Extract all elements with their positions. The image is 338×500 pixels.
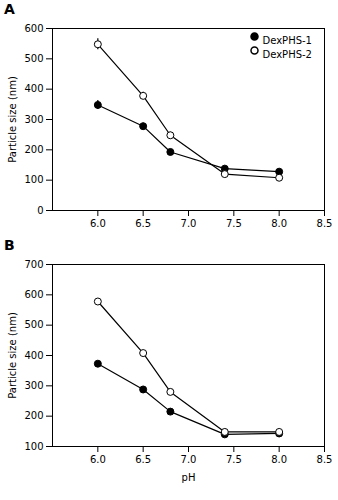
svg-text:600: 600 (24, 23, 43, 34)
svg-text:300: 300 (24, 114, 43, 125)
svg-text:700: 700 (24, 259, 43, 270)
html-text:B: B (4, 237, 15, 253)
svg-text:200: 200 (24, 144, 43, 155)
svg-text:0: 0 (37, 205, 43, 216)
svg-text:7.5: 7.5 (226, 454, 242, 465)
svg-text:400: 400 (24, 350, 43, 361)
svg-text:Particle size (nm): Particle size (nm) (7, 312, 18, 399)
svg-text:100: 100 (24, 441, 43, 452)
svg-text:6.0: 6.0 (90, 454, 106, 465)
svg-text:6.5: 6.5 (135, 454, 151, 465)
svg-text:8.0: 8.0 (271, 218, 287, 229)
svg-text:pH: pH (182, 472, 196, 483)
svg-text:Particle size (nm): Particle size (nm) (7, 76, 18, 163)
svg-text:7.0: 7.0 (181, 454, 197, 465)
svg-text:8.5: 8.5 (317, 218, 333, 229)
svg-text:7.0: 7.0 (181, 218, 197, 229)
svg-text:500: 500 (24, 319, 43, 330)
svg-text:600: 600 (24, 289, 43, 300)
svg-text:8.5: 8.5 (317, 454, 333, 465)
svg-text:6.5: 6.5 (135, 218, 151, 229)
svg-text:400: 400 (24, 83, 43, 94)
svg-text:500: 500 (24, 53, 43, 64)
html-text:A: A (4, 1, 15, 17)
svg-text:100: 100 (24, 174, 43, 185)
svg-text:8.0: 8.0 (271, 454, 287, 465)
svg-text:7.5: 7.5 (226, 218, 242, 229)
svg-text:200: 200 (24, 410, 43, 421)
svg-text:DexPHS-1: DexPHS-1 (263, 35, 312, 46)
svg-text:6.0: 6.0 (90, 218, 106, 229)
svg-text:300: 300 (24, 380, 43, 391)
svg-text:DexPHS-2: DexPHS-2 (263, 49, 312, 60)
